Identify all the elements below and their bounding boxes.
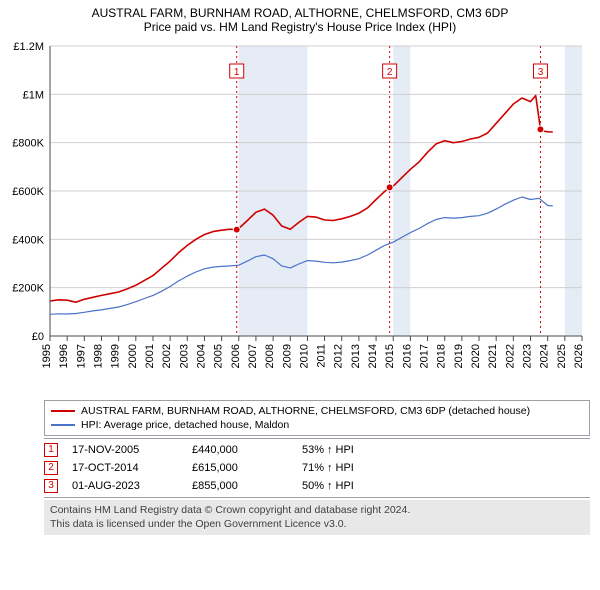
title-line-2: Price paid vs. HM Land Registry's House … [10, 20, 590, 34]
svg-text:2017: 2017 [419, 344, 431, 368]
event-date: 17-OCT-2014 [72, 462, 192, 474]
legend-label: AUSTRAL FARM, BURNHAM ROAD, ALTHORNE, CH… [81, 405, 530, 417]
event-delta: 71%↑HPI [302, 462, 392, 474]
svg-text:£1.2M: £1.2M [13, 41, 44, 53]
svg-text:£400K: £400K [12, 234, 44, 246]
svg-text:2025: 2025 [556, 344, 568, 368]
svg-text:2012: 2012 [333, 344, 345, 368]
svg-text:2011: 2011 [316, 344, 328, 368]
legend-label: HPI: Average price, detached house, Mald… [81, 419, 289, 431]
svg-text:2: 2 [387, 67, 393, 78]
event-price: £615,000 [192, 462, 302, 474]
attribution-box: Contains HM Land Registry data © Crown c… [44, 500, 590, 535]
event-marker-box: 2 [44, 461, 58, 475]
legend-swatch [51, 424, 75, 426]
svg-text:£600K: £600K [12, 186, 44, 198]
legend-box: AUSTRAL FARM, BURNHAM ROAD, ALTHORNE, CH… [44, 400, 590, 436]
legend-row: AUSTRAL FARM, BURNHAM ROAD, ALTHORNE, CH… [51, 404, 583, 418]
svg-text:2016: 2016 [401, 344, 413, 368]
svg-text:2006: 2006 [230, 344, 242, 368]
svg-text:2013: 2013 [350, 344, 362, 368]
event-row: 2 17-OCT-2014£615,00071%↑HPI [44, 459, 590, 477]
svg-text:2024: 2024 [539, 344, 551, 368]
event-marker-box: 1 [44, 443, 58, 457]
event-delta-suffix: HPI [336, 462, 354, 474]
svg-text:£200K: £200K [12, 283, 44, 295]
svg-text:1995: 1995 [41, 344, 53, 368]
event-date: 17-NOV-2005 [72, 444, 192, 456]
svg-text:2008: 2008 [264, 344, 276, 368]
svg-text:1998: 1998 [92, 344, 104, 368]
event-delta-suffix: HPI [336, 480, 354, 492]
svg-text:2019: 2019 [453, 344, 465, 368]
legend-row: HPI: Average price, detached house, Mald… [51, 418, 583, 432]
event-delta-pct: 50% [302, 480, 324, 492]
event-date: 01-AUG-2023 [72, 480, 192, 492]
chart-title-block: AUSTRAL FARM, BURNHAM ROAD, ALTHORNE, CH… [0, 0, 600, 36]
arrow-up-icon: ↑ [327, 444, 333, 456]
svg-text:£800K: £800K [12, 138, 44, 150]
event-delta: 53%↑HPI [302, 444, 392, 456]
chart-canvas-wrap: £0 £200K £400K £600K £800K £1M £1.2M 1995 1996 19… [6, 36, 589, 396]
svg-text:2000: 2000 [127, 344, 139, 368]
svg-text:2009: 2009 [281, 344, 293, 368]
event-price: £855,000 [192, 480, 302, 492]
svg-text:2018: 2018 [436, 344, 448, 368]
arrow-up-icon: ↑ [327, 480, 333, 492]
event-delta-pct: 53% [302, 444, 324, 456]
event-delta-pct: 71% [302, 462, 324, 474]
svg-text:3: 3 [538, 67, 544, 78]
legend-swatch [51, 410, 75, 412]
event-row: 1 17-NOV-2005£440,00053%↑HPI [44, 441, 590, 459]
svg-text:2001: 2001 [144, 344, 156, 368]
event-delta-suffix: HPI [336, 444, 354, 456]
attribution-line-1: Contains HM Land Registry data © Crown c… [50, 504, 584, 518]
svg-text:2022: 2022 [504, 344, 516, 368]
event-marker-box: 3 [44, 479, 58, 493]
events-table: 117-NOV-2005£440,00053%↑HPI217-OCT-2014£… [44, 438, 590, 498]
svg-text:£0: £0 [32, 331, 44, 343]
svg-text:2026: 2026 [573, 344, 585, 368]
svg-text:1997: 1997 [75, 344, 87, 368]
svg-text:£1M: £1M [23, 89, 44, 101]
svg-text:2014: 2014 [367, 344, 379, 368]
svg-text:2023: 2023 [522, 344, 534, 368]
event-delta: 50%↑HPI [302, 480, 392, 492]
svg-text:2002: 2002 [161, 344, 173, 368]
svg-text:2021: 2021 [487, 344, 499, 368]
attribution-line-2: This data is licensed under the Open Gov… [50, 518, 584, 532]
title-line-1: AUSTRAL FARM, BURNHAM ROAD, ALTHORNE, CH… [10, 6, 590, 20]
event-price: £440,000 [192, 444, 302, 456]
svg-text:2005: 2005 [213, 344, 225, 368]
svg-text:1999: 1999 [110, 344, 122, 368]
svg-text:2020: 2020 [470, 344, 482, 368]
svg-text:1: 1 [234, 67, 240, 78]
svg-text:2015: 2015 [384, 344, 396, 368]
svg-text:2004: 2004 [195, 344, 207, 368]
arrow-up-icon: ↑ [327, 462, 333, 474]
chart-svg: £0 £200K £400K £600K £800K £1M £1.2M 1995 1996 19… [6, 36, 589, 396]
svg-text:1996: 1996 [58, 344, 70, 368]
svg-text:2007: 2007 [247, 344, 259, 368]
event-row: 3 01-AUG-2023£855,00050%↑HPI [44, 477, 590, 495]
svg-text:2003: 2003 [178, 344, 190, 368]
svg-text:2010: 2010 [298, 344, 310, 368]
